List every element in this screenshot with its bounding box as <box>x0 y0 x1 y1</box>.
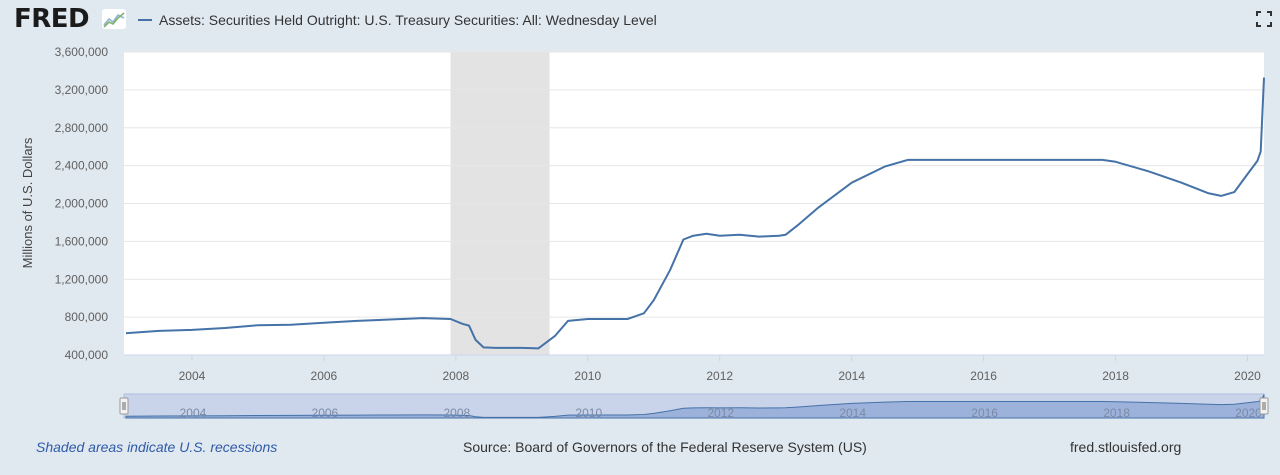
range-navigator[interactable]: 2004 2006 2008 2010 2012 2014 2016 2018 2020 <box>119 393 1269 420</box>
y-tick-label: 3,200,000 <box>55 83 109 97</box>
recession-note[interactable]: Shaded areas indicate U.S. recessions <box>36 439 278 455</box>
x-tick-label: 2020 <box>1234 369 1261 383</box>
handle-body[interactable] <box>1259 397 1269 415</box>
y-tick-label: 1,600,000 <box>55 234 109 248</box>
fred-logo[interactable]: FRED <box>14 4 90 34</box>
navigator-tick-label: 2018 <box>1103 406 1130 420</box>
navigator-tick-label: 2014 <box>839 406 866 420</box>
navigator-tick-label: 2020 <box>1235 406 1262 420</box>
x-tick-label: 2018 <box>1102 369 1129 383</box>
y-tick-label: 2,400,000 <box>55 159 109 173</box>
legend-swatch <box>138 19 152 21</box>
handle-body[interactable] <box>119 397 129 415</box>
navigator-tick-label: 2006 <box>312 406 339 420</box>
navigator-tick-label: 2004 <box>180 406 207 420</box>
y-axis-title: Millions of U.S. Dollars <box>20 137 35 268</box>
navigator-right-handle[interactable] <box>1259 397 1269 415</box>
y-tick-label: 1,200,000 <box>55 272 109 286</box>
y-tick-label: 800,000 <box>65 310 109 324</box>
site-link[interactable]: fred.stlouisfed.org <box>1070 439 1182 455</box>
legend-label: Assets: Securities Held Outright: U.S. T… <box>159 12 657 28</box>
x-tick-label: 2008 <box>442 369 469 383</box>
x-tick-label: 2014 <box>838 369 865 383</box>
fred-line-chart-icon <box>102 9 126 29</box>
fullscreen-icon[interactable] <box>1256 11 1272 27</box>
x-tick-label: 2004 <box>179 369 206 383</box>
y-tick-label: 2,000,000 <box>55 197 109 211</box>
y-tick-label: 2,800,000 <box>55 121 109 135</box>
navigator-left-handle[interactable] <box>119 397 129 415</box>
source-credit: Source: Board of Governors of the Federa… <box>463 439 867 455</box>
chart-header: FRED Assets: Securities Held Outright: U… <box>0 0 1280 40</box>
y-tick-label: 400,000 <box>65 348 109 362</box>
series-line <box>125 77 1265 350</box>
x-tick-label: 2006 <box>311 369 338 383</box>
navigator-tick-label: 2010 <box>575 406 602 420</box>
navigator-tick-label: 2012 <box>707 406 734 420</box>
navigator-tick-label: 2016 <box>971 406 998 420</box>
x-tick-label: 2010 <box>574 369 601 383</box>
navigator-tick-label: 2008 <box>443 406 470 420</box>
navigator-series <box>125 394 1265 419</box>
plot-area: 400,000 800,000 1,200,000 1,600,000 2,000,00… <box>55 45 1265 383</box>
x-tick-label: 2012 <box>706 369 733 383</box>
x-tick-label: 2016 <box>970 369 997 383</box>
series-legend-item[interactable]: Assets: Securities Held Outright: U.S. T… <box>138 9 657 31</box>
y-tick-label: 3,600,000 <box>55 45 109 59</box>
chart-area: Millions of U.S. Dollars 400,000 800,000 1… <box>20 45 1269 420</box>
